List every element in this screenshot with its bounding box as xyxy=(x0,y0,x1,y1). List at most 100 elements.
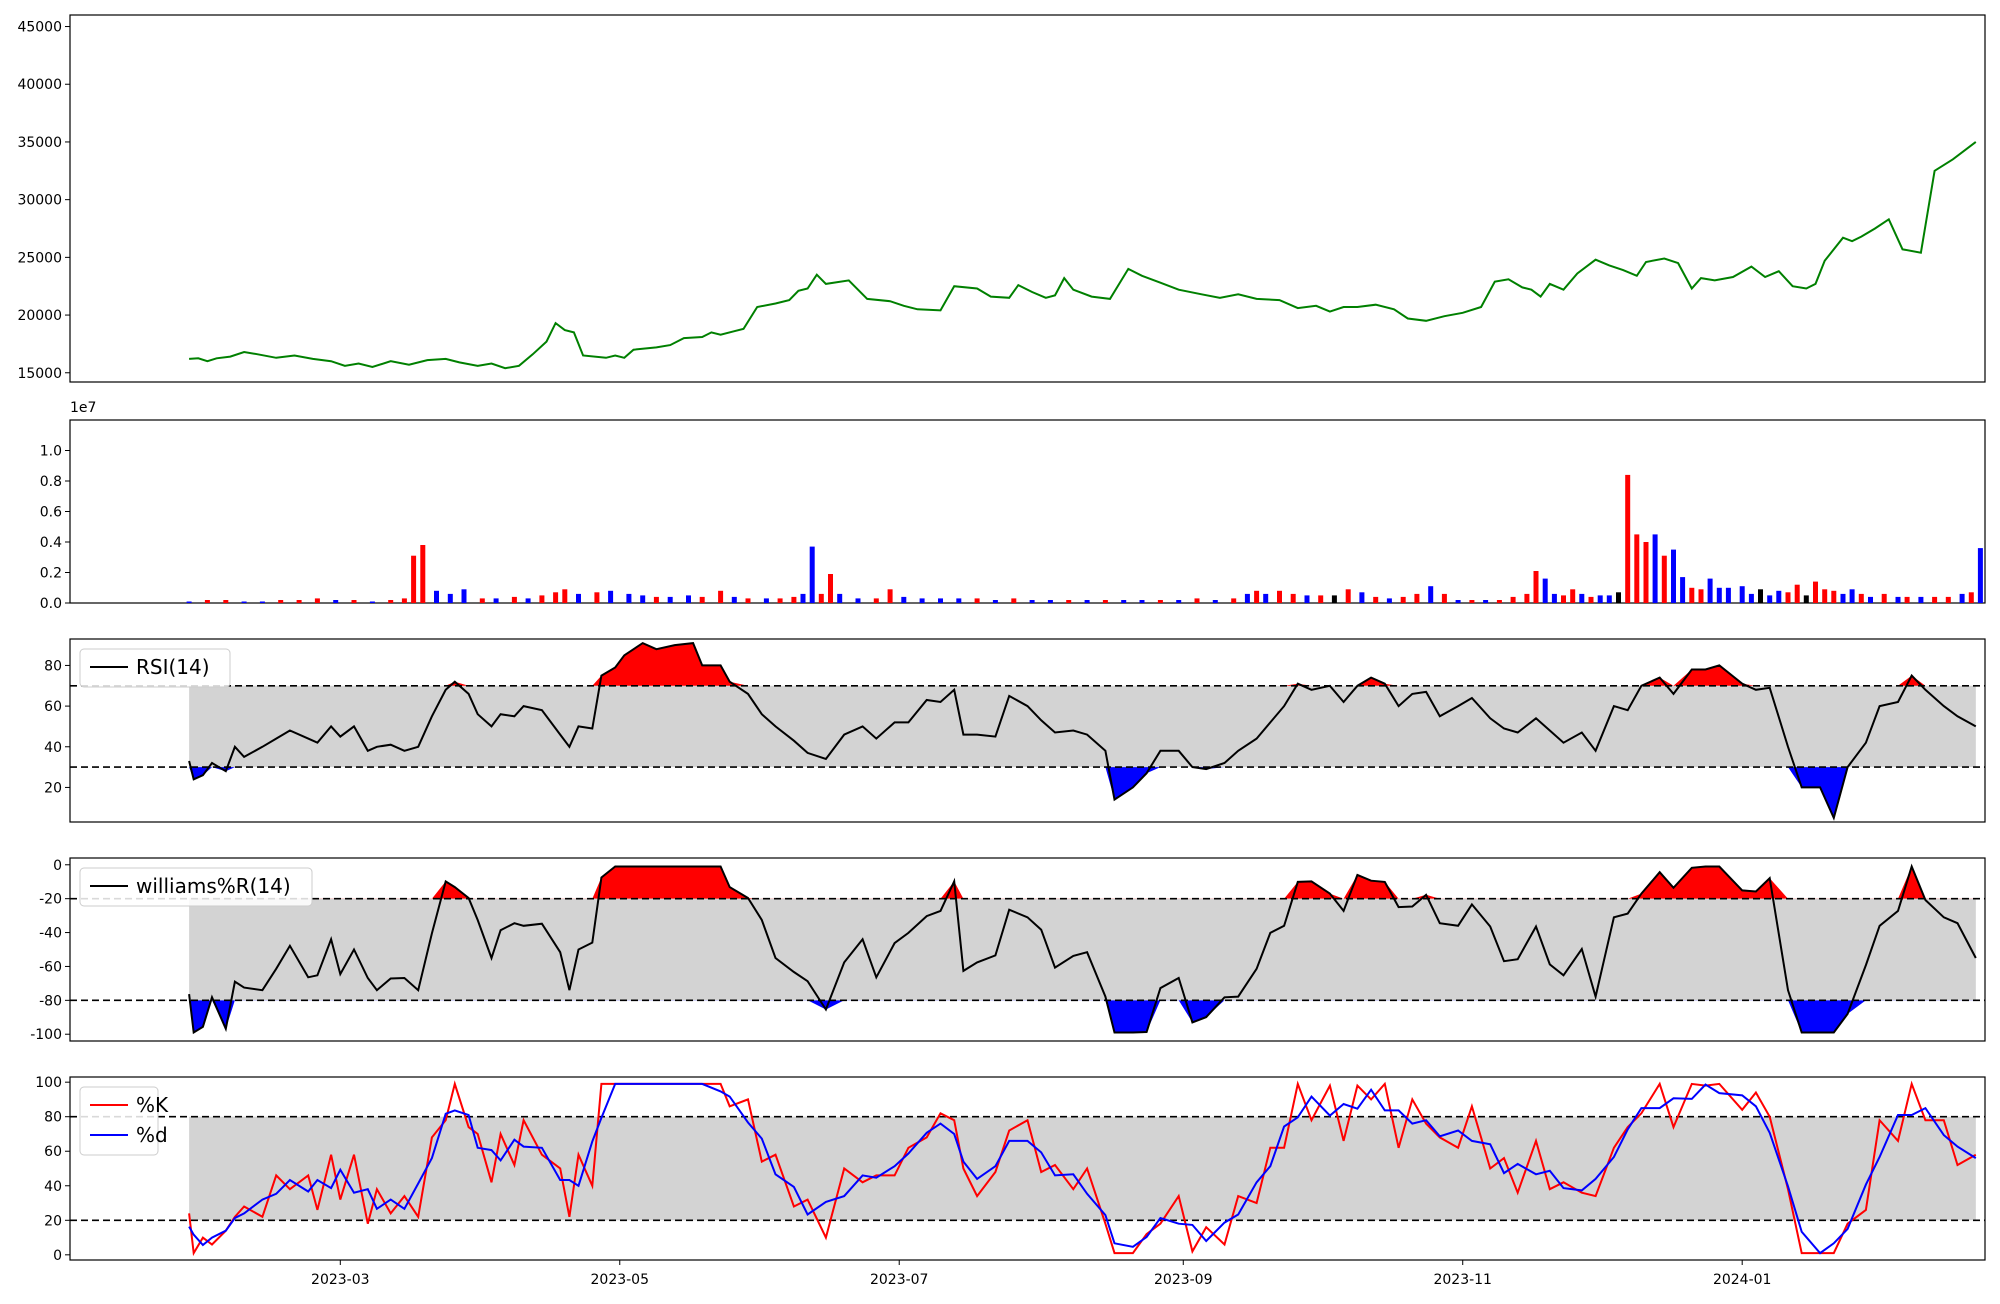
volume-bar xyxy=(1561,595,1566,603)
volume-bar xyxy=(1510,596,1516,603)
volume-bar xyxy=(278,600,284,603)
volume-bar xyxy=(1671,549,1676,603)
volume-bar xyxy=(1551,593,1557,603)
volume-bar xyxy=(388,600,394,603)
volume-bar xyxy=(576,593,581,603)
volume-bar xyxy=(1767,595,1773,603)
volume-bar xyxy=(731,596,737,603)
williams-oversold-fill xyxy=(189,1000,1976,1033)
volume-bar xyxy=(1139,600,1145,603)
volume-ytick-label: 1.0 xyxy=(40,444,62,460)
volume-bar xyxy=(992,600,998,603)
volume-bar xyxy=(1588,596,1594,603)
volume-bar xyxy=(401,598,407,603)
volume-ytick-label: 0.6 xyxy=(40,505,62,521)
stochastic-ytick-label: 80 xyxy=(44,1110,62,1126)
stochastic-legend-label: %d xyxy=(136,1123,168,1147)
volume-bar xyxy=(1533,571,1539,603)
volume-bar xyxy=(1359,592,1365,603)
volume-offset-label: 1e7 xyxy=(70,400,96,416)
volume-bar xyxy=(1084,600,1090,603)
volume-bar xyxy=(1616,592,1621,603)
volume-bar xyxy=(1176,600,1182,603)
volume-bar xyxy=(887,589,893,603)
volume-bar xyxy=(626,593,632,603)
volume-frame xyxy=(69,419,1986,604)
williams-band xyxy=(189,898,1976,1001)
volume-bar xyxy=(873,598,879,603)
volume-bar xyxy=(1858,593,1864,603)
williams-ytick-label: -60 xyxy=(39,959,62,975)
volume-bar xyxy=(1652,534,1658,603)
volume-bar xyxy=(1244,593,1250,603)
stochastic-band xyxy=(189,1116,1976,1221)
stochastic-ytick-label: 0 xyxy=(53,1248,62,1264)
volume-bar xyxy=(1212,600,1218,603)
volume-bar xyxy=(1102,600,1108,603)
volume-bar xyxy=(420,545,426,603)
volume-bar xyxy=(791,596,797,603)
williams-overbought-fill xyxy=(189,866,1976,899)
volume-ytick-label: 0.0 xyxy=(40,596,62,612)
volume-bar xyxy=(828,574,833,603)
volume-bar xyxy=(1011,598,1017,603)
rsi-legend-label: RSI(14) xyxy=(136,655,210,679)
volume-bar xyxy=(974,598,980,603)
volume-bar xyxy=(204,600,210,603)
volume-bar xyxy=(1932,596,1938,603)
volume-bar xyxy=(1725,587,1731,604)
volume-bar xyxy=(525,598,531,603)
volume-bar xyxy=(186,601,192,603)
volume-bar xyxy=(1304,595,1310,603)
price-ytick-label: 20000 xyxy=(17,308,62,324)
volume-bar xyxy=(1157,600,1163,603)
volume-bar xyxy=(1918,596,1924,603)
volume-bar xyxy=(1716,587,1722,604)
volume-bar xyxy=(447,593,453,603)
volume-bar xyxy=(777,598,783,603)
volume-bar xyxy=(837,593,843,603)
volume-bar xyxy=(1822,589,1828,603)
volume-bar xyxy=(1469,600,1475,603)
volume-bar xyxy=(699,596,705,603)
volume-bar xyxy=(1959,593,1965,603)
rsi-band xyxy=(189,685,1976,768)
volume-bar xyxy=(1496,600,1502,603)
volume-bar xyxy=(653,596,659,603)
volume-bar xyxy=(1758,589,1763,603)
rsi-line xyxy=(188,641,1977,821)
volume-bar xyxy=(809,546,815,603)
volume-bar xyxy=(1290,593,1296,603)
price-ytick-label: 25000 xyxy=(17,250,62,266)
rsi-ytick-label: 80 xyxy=(44,658,62,674)
volume-bar xyxy=(1373,596,1379,603)
price-line xyxy=(189,141,1977,370)
williams-legend-label: williams%R(14) xyxy=(136,874,291,898)
volume-bar xyxy=(1386,598,1392,603)
volume-bar xyxy=(818,593,824,603)
stochastic-ytick-label: 100 xyxy=(35,1075,62,1091)
volume-bar xyxy=(718,590,724,603)
x-tick-label: 2023-07 xyxy=(870,1272,929,1288)
volume-bar xyxy=(686,595,691,603)
volume-bar xyxy=(1579,593,1585,603)
price-ytick-label: 35000 xyxy=(17,135,62,151)
rsi-ytick-label: 60 xyxy=(44,699,62,715)
volume-bar xyxy=(1318,595,1324,603)
x-tick-label: 2023-11 xyxy=(1433,1272,1492,1288)
volume-bar xyxy=(1748,593,1754,603)
volume-bar xyxy=(1813,581,1818,603)
stochastic-ytick-label: 60 xyxy=(44,1144,62,1160)
volume-bar xyxy=(1904,596,1910,603)
volume-bar xyxy=(1643,542,1649,603)
volume-bar xyxy=(1868,596,1873,603)
rsi-ytick-label: 20 xyxy=(44,780,62,796)
volume-bar xyxy=(351,600,357,603)
volume-bar xyxy=(1441,593,1447,603)
volume-bar xyxy=(1895,596,1901,603)
volume-bar xyxy=(493,598,499,603)
volume-bar xyxy=(1277,590,1282,603)
volume-bar xyxy=(1707,578,1713,603)
